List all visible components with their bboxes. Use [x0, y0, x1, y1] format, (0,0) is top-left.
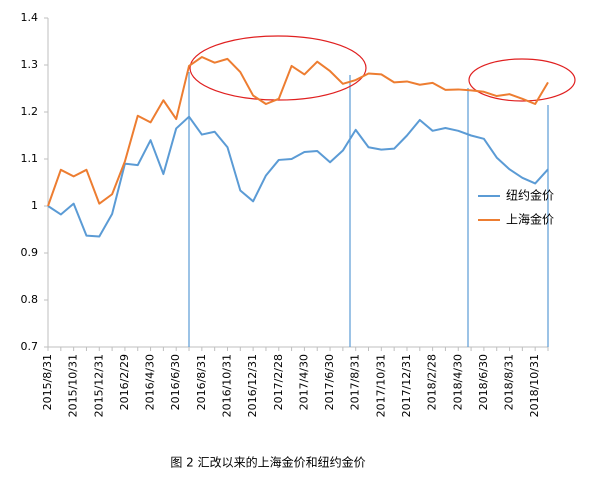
x-tick-label: 2016/10/31 — [220, 354, 233, 417]
x-tick-label: 2015/12/31 — [92, 354, 105, 417]
x-tick-label: 2016/2/29 — [118, 354, 131, 410]
legend-label: 纽约金价 — [506, 188, 554, 203]
y-tick-label: 1 — [31, 199, 38, 212]
y-tick-label: 1.4 — [21, 11, 39, 24]
x-tick-label: 2016/6/30 — [169, 354, 182, 410]
series-line — [47, 115, 549, 238]
x-tick-label: 2017/8/31 — [349, 354, 362, 410]
x-tick-label: 2017/12/31 — [400, 354, 413, 417]
y-tick-label: 0.8 — [21, 293, 39, 306]
x-tick-label: 2018/2/28 — [426, 354, 439, 410]
x-tick-label: 2015/8/31 — [41, 354, 54, 410]
x-tick-label: 2018/4/30 — [451, 354, 464, 410]
y-tick-label: 1.2 — [21, 105, 39, 118]
marker-lines — [188, 72, 549, 347]
series-line — [47, 56, 549, 207]
x-tick-label: 2016/4/30 — [144, 354, 157, 410]
caption: 图 2 汇改以来的上海金价和纽约金价 — [170, 455, 365, 470]
y-tick-label: 0.7 — [21, 340, 39, 353]
x-tick-label: 2015/10/31 — [67, 354, 80, 417]
y-tick-label: 0.9 — [21, 246, 39, 259]
x-tick-label: 2018/8/31 — [503, 354, 516, 410]
x-tick-label: 2017/2/28 — [272, 354, 285, 410]
x-tick-label: 2016/12/31 — [246, 354, 259, 417]
x-tick-label: 2016/8/31 — [195, 354, 208, 410]
x-tick-label: 2017/4/30 — [297, 354, 310, 410]
highlight-ellipse — [468, 58, 576, 102]
x-tick-label: 2017/10/31 — [374, 354, 387, 417]
x-tick-label: 2018/6/30 — [477, 354, 490, 410]
legend-label: 上海金价 — [506, 212, 554, 227]
y-tick-label: 1.3 — [21, 58, 39, 71]
highlight-ellipse — [189, 35, 367, 101]
y-tick-label: 1.1 — [21, 152, 39, 165]
x-tick-label: 2018/10/31 — [528, 354, 541, 417]
x-tick-label: 2017/6/30 — [323, 354, 336, 410]
